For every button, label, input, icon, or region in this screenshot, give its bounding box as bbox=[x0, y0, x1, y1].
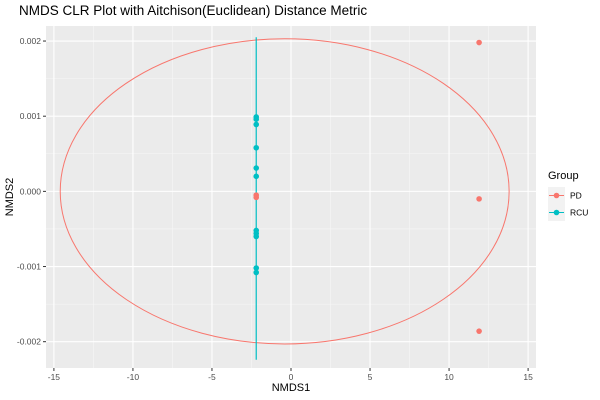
data-point-rcu bbox=[253, 116, 260, 123]
x-tick-label: -5 bbox=[208, 372, 216, 382]
legend: Group PD RCU bbox=[548, 170, 588, 221]
x-tick-label: 5 bbox=[368, 372, 373, 382]
data-point-rcu bbox=[253, 269, 260, 276]
data-point-rcu bbox=[253, 144, 260, 151]
data-point-pd bbox=[476, 328, 482, 334]
x-tick-label: -15 bbox=[48, 372, 61, 382]
data-point-rcu bbox=[253, 265, 260, 271]
x-axis-title: NMDS1 bbox=[272, 382, 311, 394]
legend-title: Group bbox=[548, 170, 579, 182]
y-tick-label: 0.001 bbox=[20, 111, 42, 121]
data-point-pd bbox=[476, 39, 482, 46]
data-point-pd bbox=[476, 196, 482, 202]
data-marks bbox=[59, 37, 510, 360]
legend-label-pd: PD bbox=[570, 191, 582, 201]
legend-label-rcu: RCU bbox=[570, 208, 588, 218]
y-axis: -0.002 -0.001 0.000 0.001 0.002 bbox=[17, 36, 46, 347]
y-axis-title: NMDS2 bbox=[4, 178, 16, 217]
x-tick-label: 10 bbox=[444, 372, 454, 382]
x-tick-label: 0 bbox=[289, 372, 294, 382]
data-point-pd bbox=[253, 194, 260, 201]
y-tick-label: 0.000 bbox=[20, 186, 42, 196]
x-tick-label: 15 bbox=[523, 372, 533, 382]
confidence-ellipse-pd bbox=[59, 38, 510, 345]
x-axis: -15 -10 -5 0 5 10 15 bbox=[48, 368, 533, 382]
grid-lines bbox=[46, 26, 536, 368]
legend-marker-pd bbox=[553, 192, 560, 199]
y-tick-label: 0.002 bbox=[20, 36, 42, 46]
data-point-rcu bbox=[253, 165, 260, 171]
legend-marker-rcu bbox=[553, 209, 560, 216]
chart-title: NMDS CLR Plot with Aitchison(Euclidean) … bbox=[19, 3, 367, 18]
data-point-rcu bbox=[253, 173, 260, 180]
y-tick-label: -0.002 bbox=[17, 337, 41, 347]
x-tick-label: -10 bbox=[127, 372, 140, 382]
data-point-rcu bbox=[253, 233, 260, 240]
y-tick-label: -0.001 bbox=[17, 262, 41, 272]
data-point-rcu bbox=[253, 121, 260, 128]
